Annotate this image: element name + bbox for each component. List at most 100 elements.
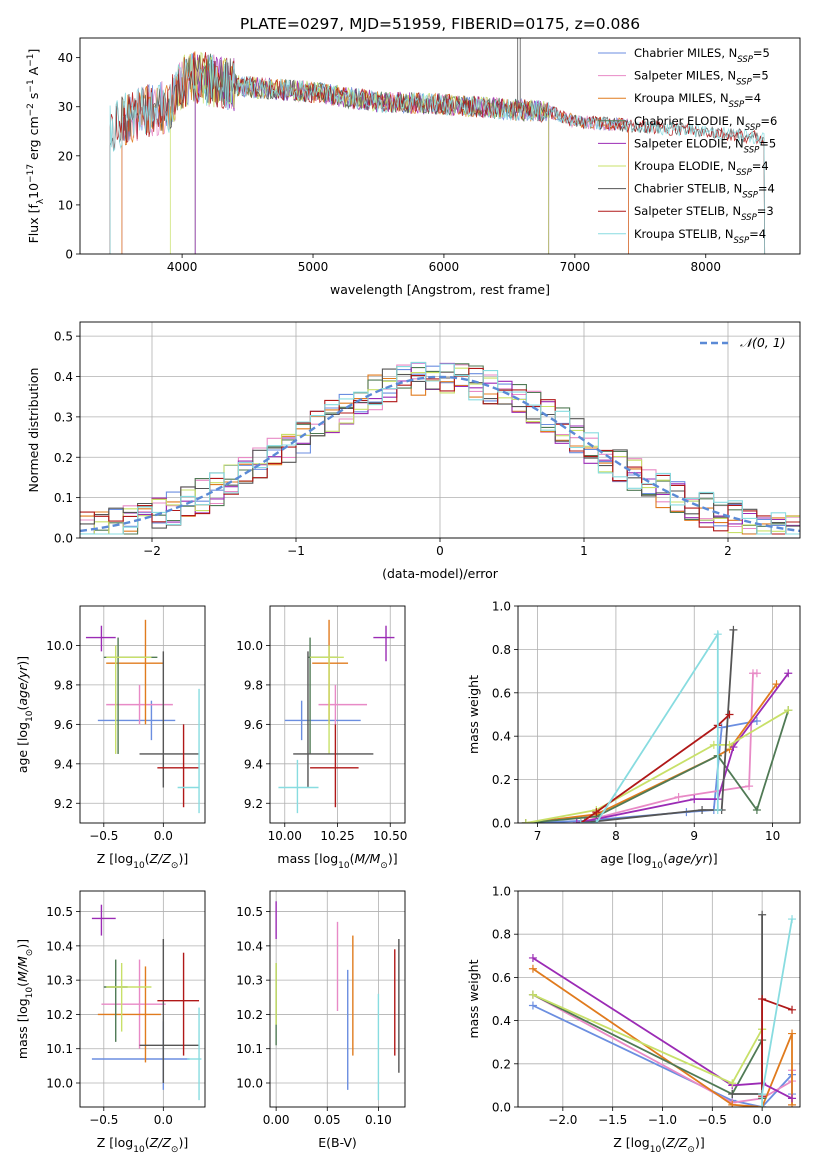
legend: 𝒩(0, 1) [700,335,786,350]
axes-age-vs-Z: −0.5 0.0 9.2 9.4 9.6 9.8 10.0 Z [log10(Z/Z⊙)] ag… [15,605,206,871]
plot-area [80,361,800,535]
plot-area [275,901,400,1101]
plot-area [278,619,395,814]
series-marker-5 [725,740,734,749]
y-tick-label: 9.4 [244,757,263,771]
series-marker-5 [784,706,793,715]
y-tick-label: 9.8 [244,678,263,692]
y-tick-label: 0.4 [54,370,73,384]
x-tick-label: −1.0 [648,1113,677,1127]
series-line-2 [525,683,778,823]
y-tick-label: 10.1 [236,1042,263,1056]
legend-label: 𝒩(0, 1) [740,335,786,350]
series-marker-5 [528,990,537,999]
x-axis-label: Z [log10(Z/Z⊙)] [613,1135,704,1155]
x-tick-label: 0 [436,544,444,558]
y-tick-label: 0.6 [492,971,511,985]
legend: Chabrier MILES, NSSP=5 Salpeter MILES, NS… [598,46,777,246]
series-marker-5 [521,819,530,823]
series-line-2 [532,968,793,1107]
legend-label: Salpeter MILES, NSSP=5 [634,69,769,88]
series-marker-8 [788,915,797,924]
series-marker-8 [713,805,722,814]
y-tick-label: 0.2 [492,773,511,787]
plot-area [528,910,797,1107]
series-marker-0 [752,717,761,726]
y-tick-label: 1.0 [492,600,511,614]
series-marker-7 [592,808,601,817]
x-tick-label: 0.0 [753,1113,772,1127]
series-line-7 [580,713,731,823]
series-marker-4 [690,795,699,804]
y-tick-label: 0.5 [54,330,73,344]
series-marker-8 [713,630,722,639]
series-line-4 [532,957,793,1100]
series-line-8 [580,631,719,823]
x-tick-label: 10 [765,829,780,843]
histogram-step-7 [80,367,800,535]
axes-mass-vs-EBV: 0.00 0.05 0.10 10.0 10.1 10.2 10.3 10.4 10.5 E(B-… [236,890,406,1150]
axes-residual-hist: −2 −1 0 1 2 0.0 0.1 0.2 0.3 0.4 0.5 (data-model)/er… [26,321,801,581]
axes-age-vs-mass: 10.00 10.25 10.50 9.2 9.4 9.6 9.8 10.0 mass [log… [236,605,407,871]
y-tick-label: 10 [58,198,73,212]
series-marker-6 [758,910,767,919]
series-marker-1 [745,782,754,791]
y-tick-label: 10.0 [46,1077,73,1091]
axes-frame [79,605,206,824]
x-axis-label: Z [log10(Z/Z⊙)] [97,1135,188,1155]
y-tick-label: 20 [58,149,73,163]
x-tick-label: 10.50 [373,829,407,843]
axes-massweight-vs-age: 7 8 9 10 0.0 0.2 0.4 0.6 0.8 1.0 age [log10(age/yr… [466,600,801,871]
x-tick-label: 7000 [560,260,591,274]
y-tick-label: 9.2 [54,797,73,811]
axes-frame [79,37,801,255]
chart-title: PLATE=0297, MJD=51959, FIBERID=0175, z=0… [240,15,640,33]
x-axis-label: E(B-V) [318,1135,357,1150]
series-line-7 [761,997,793,1097]
spectrum-line-8 [109,53,766,254]
x-tick-label: 9 [690,829,698,843]
legend-label: Chabrier ELODIE, NSSP=6 [634,114,777,133]
y-tick-label: 10.3 [46,974,73,988]
y-tick-label: 0.8 [492,928,511,942]
y-tick-label: 30 [58,100,73,114]
y-tick-label: 0 [65,248,73,262]
series-marker-4 [788,1094,797,1103]
y-tick-label: 10.4 [236,939,263,953]
series-line-5 [532,993,763,1085]
y-tick-label: 10.4 [46,939,73,953]
legend-label: Chabrier MILES, NSSP=5 [634,46,770,65]
y-tick-label: 10.5 [236,905,263,919]
axes-mass-vs-Z: −0.5 0.0 10.0 10.1 10.2 10.3 10.4 10.5 Z [log10(… [15,890,206,1155]
y-tick-label: 0.4 [492,730,511,744]
y-tick-label: 1.0 [492,885,511,899]
series-marker-7 [788,1005,797,1014]
y-tick-label: 0.2 [492,1057,511,1071]
y-tick-label: 10.5 [46,905,73,919]
histogram-step-5 [80,367,800,535]
series-marker-6 [698,805,707,814]
y-tick-label: 0.0 [492,817,511,831]
axes-massweight-vs-Z: −2.0 −1.5 −1.0 −0.5 0.0 0.0 0.2 0.4 0.6 0.8 1.0 Z [… [466,885,801,1155]
y-tick-label: 0.0 [492,1101,511,1115]
x-tick-label: 1 [580,544,588,558]
x-tick-label: −2 [143,544,161,558]
y-axis-label: mass [log10(M/M⊙)] [15,939,35,1059]
series-marker-6 [729,625,738,634]
spectrum-line-7 [109,52,766,254]
series-marker-1 [752,669,761,678]
plot-area [85,619,200,814]
x-tick-label: 0.0 [154,829,173,843]
legend-label: Kroupa MILES, NSSP=4 [634,91,761,110]
y-tick-label: 40 [58,51,73,65]
series-marker-4 [572,819,581,823]
axes-frame [269,890,406,1108]
y-axis-label: Normed distribution [26,368,41,493]
x-axis-label: (data-model)/error [382,566,499,581]
series-marker-8 [592,819,601,823]
x-tick-label: −0.5 [89,1113,118,1127]
series-line-6 [580,629,735,823]
series-marker-6 [728,1090,737,1099]
axes-frame [79,321,801,539]
x-tick-label: 7 [534,829,542,843]
